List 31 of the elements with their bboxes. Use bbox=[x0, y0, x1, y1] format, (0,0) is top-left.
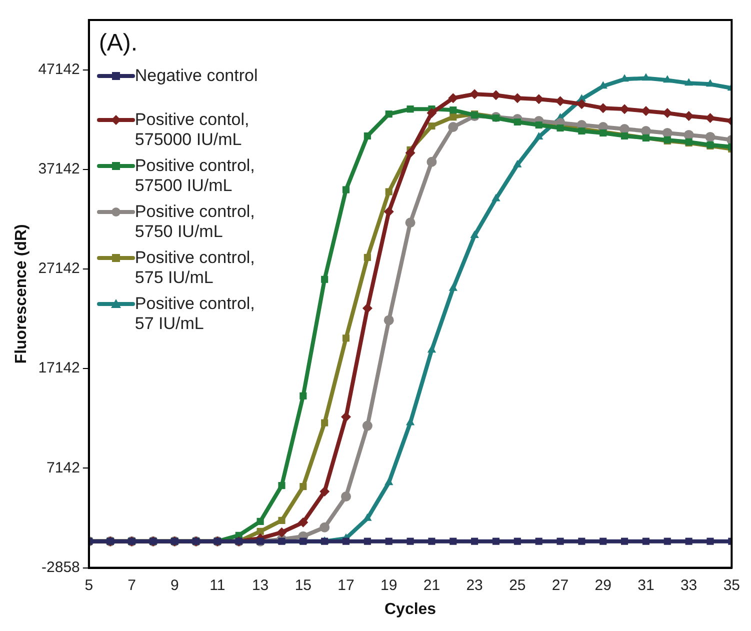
legend-label: Positive control, 57500 IU/mL bbox=[134, 156, 256, 196]
x-axis-title: Cycles bbox=[384, 600, 436, 618]
y-axis-title: Fluorescence (dR) bbox=[13, 224, 30, 364]
annotation: (A). bbox=[98, 30, 138, 57]
x-tick-label: 31 bbox=[638, 576, 654, 594]
y-tick-label: 47142 bbox=[38, 60, 80, 78]
x-tick-label: 19 bbox=[380, 576, 398, 594]
y-tick-label: -2858 bbox=[42, 558, 80, 576]
legend-label: Positive control, 575 IU/mL bbox=[134, 248, 256, 288]
x-tick-label: 9 bbox=[170, 576, 179, 594]
y-tick-label: 17142 bbox=[38, 360, 80, 377]
x-tick-label: 21 bbox=[423, 576, 440, 594]
x-tick-label: 29 bbox=[594, 576, 612, 594]
x-tick-label: 35 bbox=[723, 576, 740, 594]
x-tick-label: 23 bbox=[466, 576, 483, 594]
legend-label: Positive control, 57 IU/mL bbox=[134, 294, 256, 334]
x-tick-label: 15 bbox=[294, 576, 312, 594]
x-tick-label: 13 bbox=[252, 576, 269, 594]
x-tick-label: 25 bbox=[509, 576, 526, 594]
x-tick-label: 33 bbox=[680, 576, 698, 594]
y-tick-label: 37142 bbox=[38, 160, 80, 178]
legend-label: Negative control bbox=[134, 66, 259, 86]
legend-label: Positive control, 5750 IU/mL bbox=[134, 202, 256, 242]
y-tick-label: 7142 bbox=[46, 459, 80, 476]
x-tick-label: 27 bbox=[552, 576, 569, 594]
x-tick-label: 11 bbox=[210, 576, 226, 594]
x-tick-label: 17 bbox=[338, 576, 354, 594]
x-tick-label: 7 bbox=[128, 576, 136, 594]
x-tick-label: 5 bbox=[84, 576, 94, 594]
legend-label: Positive contol, 575000 IU/mL bbox=[134, 110, 250, 150]
y-tick-label: 27142 bbox=[38, 260, 80, 278]
